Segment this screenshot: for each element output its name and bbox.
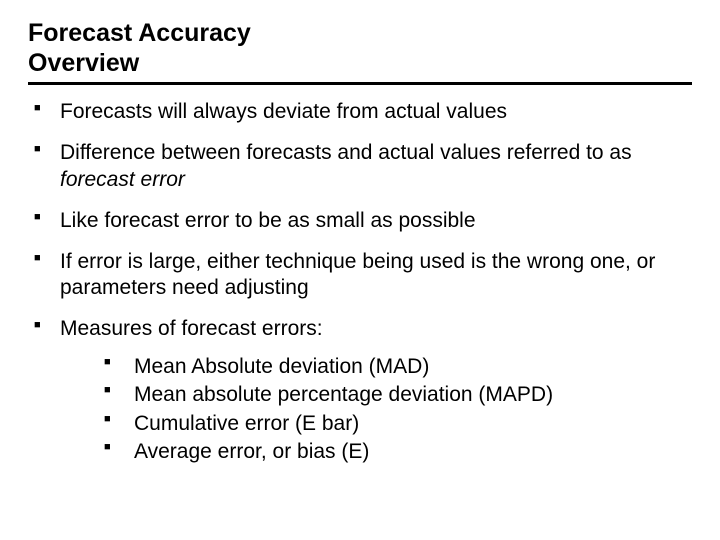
bullet-text: Measures of forecast errors: — [60, 317, 323, 340]
slide-title-block: Forecast Accuracy Overview — [28, 18, 692, 85]
bullet-item: Forecasts will always deviate from actua… — [34, 99, 692, 126]
bullet-item: Difference between forecasts and actual … — [34, 140, 692, 194]
sub-bullet-item: Mean absolute percentage deviation (MAPD… — [104, 381, 692, 409]
bullet-item: If error is large, either technique bein… — [34, 249, 692, 303]
bullet-italic: forecast error — [60, 168, 185, 191]
bullet-text: Like forecast error to be as small as po… — [60, 209, 476, 232]
sub-bullet-item: Cumulative error (E bar) — [104, 410, 692, 438]
sub-bullet-item: Mean Absolute deviation (MAD) — [104, 353, 692, 381]
sub-bullet-item: Average error, or bias (E) — [104, 438, 692, 466]
bullet-text: Forecasts will always deviate from actua… — [60, 100, 507, 123]
bullet-item: Like forecast error to be as small as po… — [34, 208, 692, 235]
title-line-1: Forecast Accuracy — [28, 18, 692, 48]
bullet-text: If error is large, either technique bein… — [60, 250, 655, 300]
bullet-text: Difference between forecasts and actual … — [60, 141, 632, 164]
main-bullet-list: Forecasts will always deviate from actua… — [28, 99, 692, 467]
bullet-item: Measures of forecast errors: Mean Absolu… — [34, 316, 692, 466]
title-line-2: Overview — [28, 48, 692, 78]
sub-bullet-list: Mean Absolute deviation (MAD) Mean absol… — [60, 353, 692, 466]
